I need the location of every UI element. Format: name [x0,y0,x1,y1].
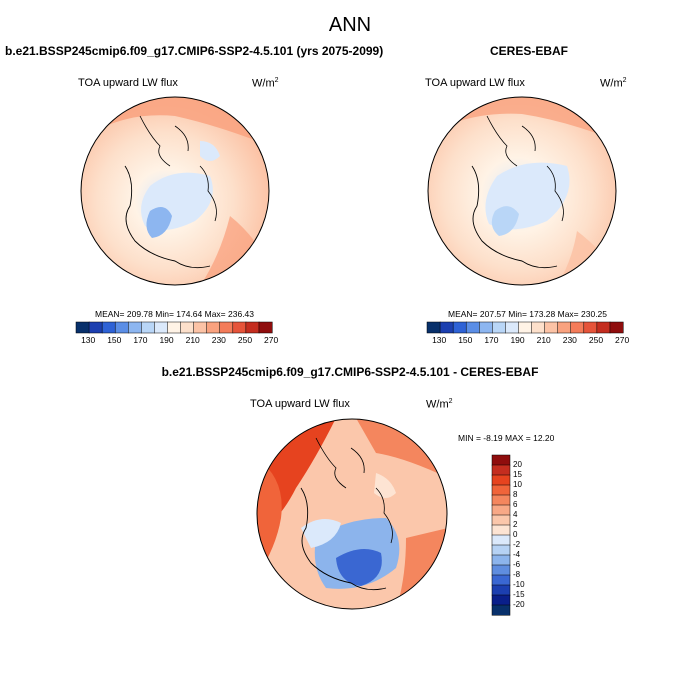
model-variable-label: TOA upward LW flux [78,77,178,89]
colorbar-swatch [491,584,511,596]
colorbar-tick-label: -6 [513,560,521,569]
colorbar-tick-label: -15 [513,590,525,599]
colorbar-tick-label: -10 [513,580,525,589]
colorbar-tick-label: -4 [513,550,521,559]
colorbar-swatch [167,321,182,334]
colorbar-swatch [491,564,511,576]
colorbar-swatch [245,321,260,334]
colorbar-swatch [491,514,511,526]
colorbar-swatch [491,464,511,476]
colorbar-swatch [491,554,511,566]
diff-case-title: b.e21.BSSP245cmip6.f09_g17.CMIP6-SSP2-4.… [161,365,539,379]
colorbar-swatch [609,321,624,334]
colorbar-tick-label: 250 [588,335,604,345]
colorbar-tick-label: -8 [513,570,521,579]
obs-polar-map [427,96,617,286]
colorbar-swatch [492,321,506,334]
colorbar-swatch [491,454,511,466]
colorbar-swatch [439,321,454,334]
colorbar-swatch [465,321,480,334]
colorbar-swatch [426,321,441,334]
colorbar-tick-label: 230 [562,335,577,345]
colorbar-swatch [232,321,247,334]
obs-units-label: W/m2 [600,77,627,90]
model-polar-map [80,96,270,286]
colorbar-tick-label: 190 [510,335,525,345]
obs-stats: MEAN= 207.57 Min= 173.28 Max= 230.25 [448,309,608,319]
colorbar-tick-label: 150 [107,335,122,345]
colorbar-tick-label: 270 [264,335,279,345]
colorbar-swatch [219,321,234,334]
colorbar-swatch [491,534,511,546]
colorbar-tick-label: -2 [513,540,521,549]
colorbar-tick-label: 2 [513,520,518,529]
colorbar-swatch [557,321,572,334]
colorbar-tick-label: 4 [513,510,518,519]
model-stats: MEAN= 209.78 Min= 174.64 Max= 236.43 [95,309,255,319]
colorbar-swatch [114,321,129,334]
colorbar-tick-label: 130 [81,335,96,345]
model-units-label: W/m2 [252,77,279,90]
main-title: ANN [328,14,372,36]
colorbar-swatch [491,484,511,496]
colorbar-tick-label: 8 [513,490,518,499]
colorbar-swatch [491,524,511,536]
colorbar-tick-label: 270 [615,335,630,345]
model-colorbar [75,321,273,334]
colorbar-swatch [491,494,511,506]
colorbar-swatch [491,544,511,556]
colorbar-swatch [452,321,467,334]
colorbar-swatch [193,321,208,334]
colorbar-swatch [258,321,273,334]
obs-variable-label: TOA upward LW flux [425,77,525,89]
colorbar-tick-label: -20 [513,600,525,609]
colorbar-tick-label: 250 [237,335,253,345]
colorbar-swatch [596,321,611,334]
obs-colorbar [426,321,624,334]
colorbar-tick-label: 190 [159,335,174,345]
colorbar-swatch [491,594,511,606]
colorbar-tick-label: 130 [432,335,447,345]
colorbar-tick-label: 150 [458,335,473,345]
colorbar-tick-label: 0 [513,530,518,539]
colorbar-swatch [180,321,195,334]
colorbar-swatch [491,604,511,616]
colorbar-swatch [505,321,520,334]
colorbar-swatch [518,321,533,334]
colorbar-swatch [531,321,546,334]
colorbar-swatch [128,321,142,334]
colorbar-swatch [544,321,559,334]
colorbar-swatch [583,321,598,334]
colorbar-swatch [206,321,221,334]
colorbar-tick-label: 6 [513,500,518,509]
model-case-title: b.e21.BSSP245cmip6.f09_g17.CMIP6-SSP2-4.… [5,44,384,58]
diff-polar-map [256,418,448,610]
colorbar-swatch [570,321,585,334]
colorbar-swatch [491,504,511,516]
diff-colorbar [491,454,511,616]
colorbar-swatch [75,321,90,334]
colorbar-tick-label: 10 [513,480,522,489]
colorbar-swatch [101,321,116,334]
obs-case-title: CERES-EBAF [490,44,569,58]
colorbar-tick-label: 210 [536,335,551,345]
diff-variable-label: TOA upward LW flux [250,398,350,410]
diff-stats: MIN = -8.19 MAX = 12.20 [458,433,555,443]
colorbar-swatch [491,474,511,486]
colorbar-swatch [491,574,511,586]
colorbar-swatch [479,321,493,334]
colorbar-tick-label: 15 [513,470,522,479]
colorbar-tick-label: 210 [185,335,200,345]
colorbar-tick-label: 20 [513,460,522,469]
colorbar-tick-label: 170 [484,335,499,345]
colorbar-swatch [141,321,155,334]
colorbar-tick-label: 170 [133,335,148,345]
colorbar-swatch [154,321,169,334]
colorbar-tick-label: 230 [211,335,226,345]
diff-units-label: W/m2 [426,398,453,411]
colorbar-swatch [88,321,103,334]
